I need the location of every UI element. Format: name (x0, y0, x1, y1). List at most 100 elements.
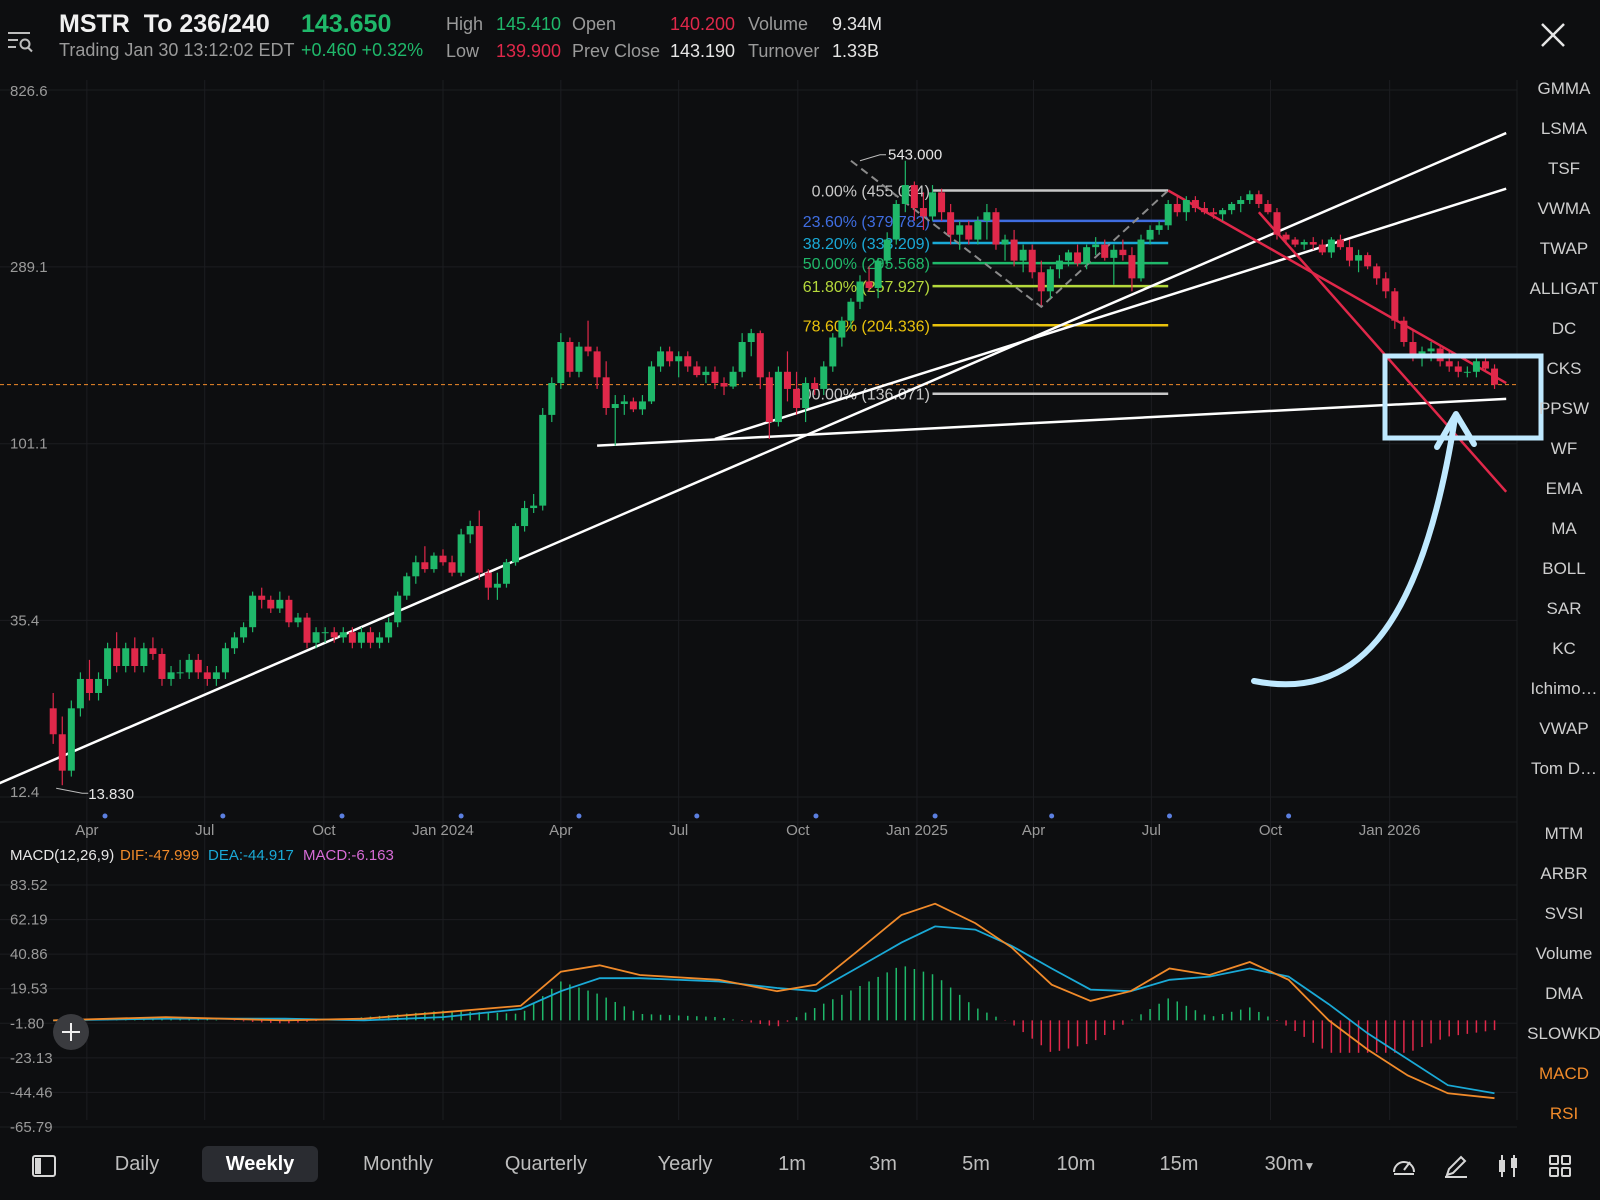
candle-body (539, 414, 547, 506)
candle-body (983, 212, 991, 221)
tab-weekly[interactable]: Weekly (202, 1146, 318, 1182)
candle-body (1028, 249, 1036, 273)
layout-toggle-icon[interactable] (30, 1152, 58, 1180)
close-icon[interactable] (1536, 18, 1570, 52)
indicator-ppsw[interactable]: PPSW (1538, 399, 1590, 418)
candle-body (1200, 208, 1208, 213)
candle-body (1264, 203, 1272, 213)
indicator-ichimo-[interactable]: Ichimo… (1530, 679, 1598, 698)
indicator-cks[interactable]: CKS (1546, 359, 1582, 378)
candle-body (176, 672, 184, 674)
indicator-alligat[interactable]: ALLIGAT (1529, 279, 1599, 298)
indicator-wf[interactable]: WF (1550, 439, 1578, 458)
candle-body (240, 627, 248, 638)
indicator-ema[interactable]: EMA (1545, 479, 1583, 498)
tab-3m[interactable]: 3m (869, 1153, 897, 1175)
candle-body (1001, 239, 1009, 245)
indicator-twap[interactable]: TWAP (1539, 239, 1589, 258)
indicator-tsf[interactable]: TSF (1547, 159, 1581, 178)
candle-body (85, 678, 93, 693)
indicator-dc[interactable]: DC (1551, 319, 1577, 338)
tab-monthly[interactable]: Monthly (362, 1153, 434, 1175)
x-tick-label: Jan 2026 (1359, 822, 1421, 839)
indicator-rsi[interactable]: RSI (1549, 1104, 1579, 1123)
candle-body (484, 572, 492, 588)
candle-body (856, 281, 864, 302)
event-dot (458, 813, 464, 819)
candle-body (956, 225, 964, 235)
candle-body (95, 678, 103, 693)
indicator-slowkd[interactable]: SLOWKD (1527, 1024, 1600, 1043)
caret-down-icon: ▼ (1303, 1159, 1316, 1173)
candle-body (1083, 247, 1091, 264)
candle-body (1255, 194, 1263, 204)
indicator-mtm[interactable]: MTM (1544, 824, 1584, 843)
indicator-kc[interactable]: KC (1552, 639, 1576, 658)
candle-body (276, 599, 284, 609)
candle-body (1155, 225, 1163, 230)
candle-body (221, 648, 229, 673)
y-tick-label: 35.4 (10, 612, 39, 629)
tab-daily[interactable]: Daily (114, 1153, 160, 1175)
indicator-boll[interactable]: BOLL (1542, 559, 1586, 578)
indicator-sar[interactable]: SAR (1546, 599, 1582, 618)
x-tick-label: Jul (195, 822, 214, 839)
x-tick-label: Oct (786, 822, 810, 839)
candle-body (394, 595, 402, 623)
indicator-gmma[interactable]: GMMA (1537, 79, 1591, 98)
candle-body (466, 526, 474, 535)
indicator-lsma[interactable]: LSMA (1540, 119, 1588, 138)
candle-body (729, 371, 737, 387)
tab-yearly[interactable]: Yearly (657, 1153, 713, 1175)
tab-30m[interactable]: 30m▼ (1258, 1146, 1322, 1182)
candle-body (611, 404, 619, 409)
tab-10m[interactable]: 10m (1056, 1153, 1096, 1175)
candle-body (149, 648, 157, 654)
candle-body (738, 342, 746, 372)
candle-body (892, 203, 900, 240)
candle-body (1037, 272, 1045, 292)
macd-value-label: MACD:-6.163 (303, 847, 394, 864)
grid-icon[interactable] (1546, 1152, 1574, 1180)
candle-body (711, 371, 719, 384)
candle-body (285, 599, 293, 623)
indicator-volume[interactable]: Volume (1535, 944, 1593, 963)
indicator-arbr[interactable]: ARBR (1540, 864, 1588, 883)
candle-body (820, 366, 828, 389)
candle-body (1309, 242, 1317, 245)
pen-icon[interactable] (1442, 1152, 1470, 1180)
candle-body (403, 576, 411, 596)
candle-body (421, 562, 429, 570)
indicator-svsi[interactable]: SVSI (1544, 904, 1584, 923)
event-dot (694, 813, 700, 819)
indicator-tom-d-[interactable]: Tom D… (1530, 759, 1598, 778)
y-tick-label: 12.4 (10, 784, 39, 801)
candle-body (829, 337, 837, 367)
indicator-macd[interactable]: MACD (1538, 1064, 1590, 1083)
candle-body (448, 562, 456, 573)
candle-body (366, 632, 374, 643)
indicator-vwap[interactable]: VWAP (1539, 719, 1589, 738)
event-dot (102, 813, 108, 819)
candle-body (493, 583, 501, 588)
search-list-icon[interactable] (6, 28, 34, 54)
candle-body (1219, 210, 1227, 215)
candlestick-icon[interactable] (1494, 1152, 1522, 1180)
macd-dea-label: DEA:-44.917 (208, 847, 294, 864)
indicator-vwma[interactable]: VWMA (1537, 199, 1591, 218)
candle-body (1427, 348, 1435, 352)
speedometer-icon[interactable] (1390, 1152, 1418, 1180)
annotation-arrow (1251, 415, 1458, 688)
last-price: 143.650 (301, 10, 392, 38)
candle-body (1445, 361, 1453, 367)
add-drawing-button[interactable] (53, 1014, 89, 1050)
candle-body (475, 526, 483, 573)
candle-body (774, 371, 782, 423)
tab-5m[interactable]: 5m (962, 1153, 990, 1175)
indicator-ma[interactable]: MA (1551, 519, 1577, 538)
tab-quarterly[interactable]: Quarterly (504, 1153, 588, 1175)
indicator-dma[interactable]: DMA (1545, 984, 1583, 1003)
tab-1m[interactable]: 1m (778, 1153, 806, 1175)
tab-15m[interactable]: 15m (1159, 1153, 1199, 1175)
